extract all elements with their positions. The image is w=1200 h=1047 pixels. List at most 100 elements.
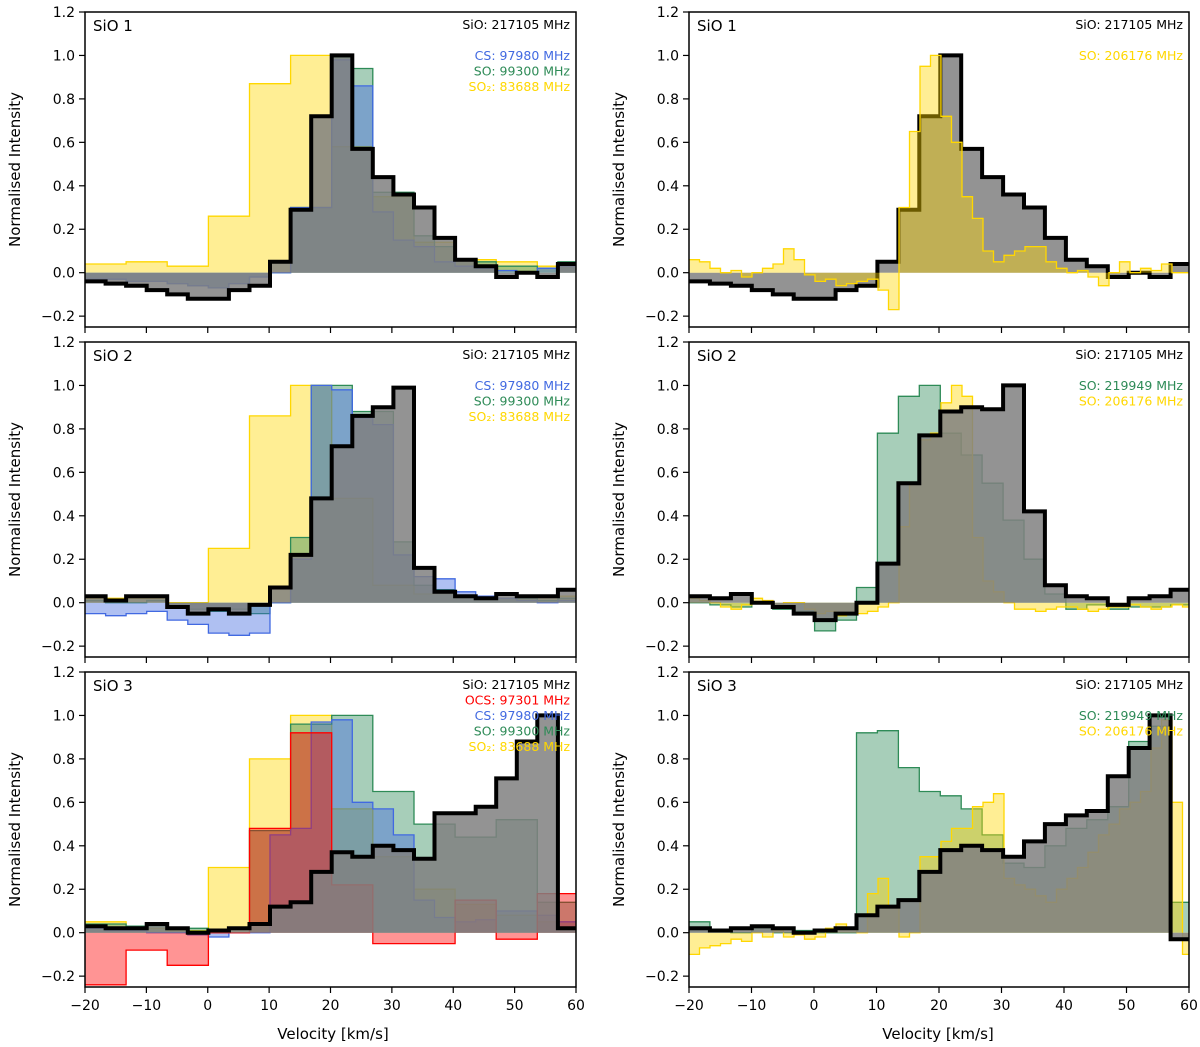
y-tick-label: 0.4 <box>53 509 75 525</box>
y-tick-label: 0.0 <box>53 596 75 612</box>
y-tick-label: 0.8 <box>53 422 75 438</box>
y-tick-label: 0.4 <box>53 839 75 855</box>
legend-entry: CS: 97980 MHz <box>475 378 571 393</box>
y-tick-label: −0.2 <box>645 309 679 325</box>
x-tick-label: −10 <box>132 998 162 1014</box>
y-axis-label: Normalised Intensity <box>6 92 24 247</box>
y-tick-label: 1.0 <box>53 48 75 64</box>
series-line-sio <box>85 53 576 301</box>
panel-title: SiO 1 <box>697 17 737 35</box>
plot-area <box>689 713 1189 956</box>
y-tick-label: 0.6 <box>657 465 679 481</box>
series-fill-sio <box>689 385 1189 621</box>
plot-area <box>85 384 576 636</box>
x-tick-label: 50 <box>1118 998 1136 1014</box>
y-tick-label: 1.2 <box>657 335 679 351</box>
y-tick-label: 1.2 <box>53 335 75 351</box>
x-tick-label: 10 <box>260 998 278 1014</box>
legend-entry: SO: 99300 MHz <box>474 724 571 739</box>
y-tick-label: 0.4 <box>657 509 679 525</box>
y-tick-label: 0.2 <box>657 552 679 568</box>
plot-area <box>689 53 1189 311</box>
series-fill-so2 <box>85 715 576 933</box>
reference-label: SiO: 217105 MHz <box>1075 677 1183 692</box>
legend-entry: SO: 99300 MHz <box>474 394 571 409</box>
legend-entry: SO: 206176 MHz <box>1079 394 1184 409</box>
y-axis-label: Normalised Intensity <box>6 422 24 577</box>
x-tick-label: 60 <box>1180 998 1198 1014</box>
panel-title: SiO 2 <box>697 347 737 365</box>
y-tick-label: 0.6 <box>657 135 679 151</box>
y-tick-label: 0.0 <box>53 266 75 282</box>
y-tick-label: 0.2 <box>53 882 75 898</box>
y-axis-label: Normalised Intensity <box>610 92 628 247</box>
y-tick-label: 0.0 <box>657 926 679 942</box>
x-tick-label: 30 <box>993 998 1011 1014</box>
y-tick-label: 0.8 <box>657 92 679 108</box>
series-line-sio <box>689 383 1189 623</box>
y-tick-label: 1.2 <box>657 5 679 21</box>
plot-area <box>85 713 576 986</box>
y-tick-label: 0.4 <box>657 179 679 195</box>
panel-left-3: −0.2 0.0 0.2 0.4 0.6 0.8 1.0 1.2 −20 −10 0 10 20 30 40… <box>6 665 585 1014</box>
y-tick-label: 1.0 <box>657 48 679 64</box>
reference-label: SiO: 217105 MHz <box>462 677 570 692</box>
legend-entry: SO: 219949 MHz <box>1079 378 1184 393</box>
legend-entry: SO: 219949 MHz <box>1079 708 1184 723</box>
x-tick-label: 20 <box>930 998 948 1014</box>
y-axis-label: Normalised Intensity <box>6 752 24 907</box>
panel-title: SiO 1 <box>93 17 133 35</box>
legend-entry: SO₂: 83688 MHz <box>469 409 571 424</box>
series-fill-sio <box>689 715 1189 940</box>
y-tick-label: 1.0 <box>657 378 679 394</box>
y-tick-label: 1.0 <box>53 378 75 394</box>
legend-entry: CS: 97980 MHz <box>475 708 571 723</box>
panel-right-3: −0.2 0.0 0.2 0.4 0.6 0.8 1.0 1.2 −20 −10 0 10 20 30 40… <box>610 665 1198 1014</box>
y-tick-label: 0.2 <box>53 552 75 568</box>
y-tick-label: 0.2 <box>657 222 679 238</box>
panel-right-2: −0.2 0.0 0.2 0.4 0.6 0.8 1.0 1.2 SiO 2 SiO: 21710… <box>610 335 1190 663</box>
legend-entry: SO: 206176 MHz <box>1079 724 1184 739</box>
panel-right-1: −0.2 0.0 0.2 0.4 0.6 0.8 1.0 1.2 SiO 1 SiO: 21710… <box>610 5 1190 333</box>
x-tick-label: −20 <box>70 998 100 1014</box>
y-tick-label: 1.2 <box>53 5 75 21</box>
reference-label: SiO: 217105 MHz <box>462 347 570 362</box>
series-fill-so2 <box>689 55 1189 310</box>
y-tick-label: −0.2 <box>645 969 679 985</box>
plot-area <box>689 383 1189 632</box>
x-tick-label: −10 <box>737 998 767 1014</box>
x-tick-label: 50 <box>506 998 524 1014</box>
y-tick-label: 0.8 <box>53 92 75 108</box>
y-tick-label: 0.6 <box>657 795 679 811</box>
y-tick-label: −0.2 <box>645 639 679 655</box>
y-tick-label: −0.2 <box>41 639 75 655</box>
panel-left-2: −0.2 0.0 0.2 0.4 0.6 0.8 1.0 1.2 SiO 2 SiO: 21710… <box>6 335 577 663</box>
reference-label: SiO: 217105 MHz <box>462 17 570 32</box>
y-axis-label: Normalised Intensity <box>610 422 628 577</box>
plot-area <box>85 53 576 301</box>
y-tick-label: −0.2 <box>41 969 75 985</box>
y-tick-label: 0.8 <box>53 752 75 768</box>
x-tick-label: 20 <box>322 998 340 1014</box>
y-tick-label: 0.0 <box>657 266 679 282</box>
panels: −0.2 0.0 0.2 0.4 0.6 0.8 1.0 1.2 SiO 1 SiO: 21710… <box>6 5 1198 1014</box>
x-tick-label: 40 <box>1055 998 1073 1014</box>
x-axis-label: Velocity [km/s] <box>882 1025 993 1043</box>
y-tick-label: 0.4 <box>657 839 679 855</box>
y-tick-label: 1.0 <box>53 708 75 724</box>
x-tick-label: 60 <box>567 998 585 1014</box>
series-fill-cs <box>85 719 576 937</box>
legend-entry: CS: 97980 MHz <box>475 48 571 63</box>
series-fill-sio <box>85 387 576 614</box>
series-line-so2 <box>689 54 1189 311</box>
y-tick-label: 0.2 <box>53 222 75 238</box>
x-tick-label: 30 <box>383 998 401 1014</box>
legend-entry: OCS: 97301 MHz <box>465 693 571 708</box>
series-line-sio <box>85 385 576 616</box>
series-line-sio <box>689 713 1189 942</box>
panel-title: SiO 2 <box>93 347 133 365</box>
y-tick-label: 0.2 <box>657 882 679 898</box>
x-tick-label: −20 <box>674 998 704 1014</box>
y-axis-label: Normalised Intensity <box>610 752 628 907</box>
